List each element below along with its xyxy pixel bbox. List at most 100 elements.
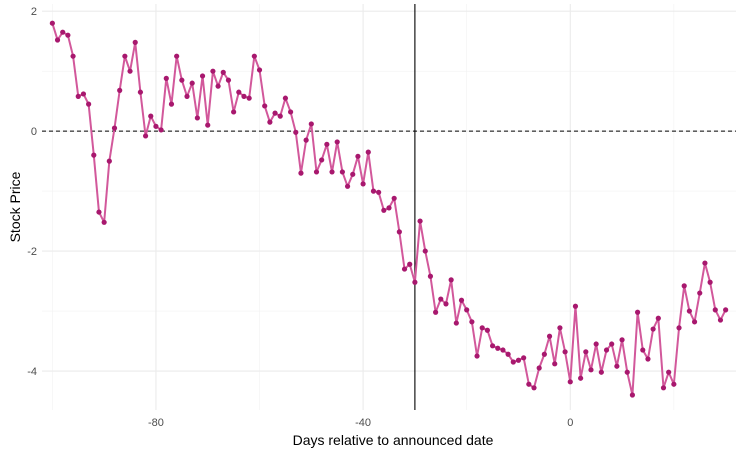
data-point	[231, 109, 237, 115]
data-point	[588, 367, 594, 373]
data-point	[272, 110, 278, 116]
data-point	[401, 266, 408, 272]
data-point	[158, 127, 164, 133]
data-point	[427, 273, 434, 279]
x-tick-label: -80	[148, 417, 164, 429]
data-point	[293, 129, 299, 135]
data-point	[199, 73, 206, 79]
data-point	[179, 77, 185, 83]
data-point	[396, 229, 402, 235]
data-point	[256, 67, 263, 73]
data-point	[526, 381, 532, 387]
data-point	[572, 303, 579, 309]
data-point	[205, 122, 211, 128]
data-point	[101, 219, 107, 225]
data-point	[142, 133, 149, 139]
data-point	[469, 319, 475, 325]
data-point	[54, 37, 61, 43]
data-point	[117, 87, 123, 93]
data-point	[215, 83, 221, 89]
data-point	[329, 169, 335, 175]
data-point	[334, 139, 340, 145]
data-point	[546, 333, 553, 339]
data-point	[531, 385, 537, 391]
data-point	[614, 363, 620, 369]
data-point	[91, 152, 97, 158]
data-point	[194, 115, 200, 121]
data-point	[127, 68, 133, 74]
data-point	[277, 113, 283, 119]
data-series	[49, 20, 729, 398]
data-point	[567, 379, 573, 385]
data-point	[386, 205, 392, 211]
data-point	[137, 89, 144, 95]
data-point	[251, 53, 257, 59]
data-point	[453, 320, 459, 326]
data-point	[65, 32, 71, 38]
data-point	[236, 89, 242, 95]
data-point	[438, 296, 444, 302]
data-point	[412, 279, 418, 285]
data-point	[697, 290, 703, 296]
y-axis-title: Stock Price	[7, 171, 23, 242]
data-point	[686, 308, 692, 314]
data-point	[184, 93, 190, 99]
data-point	[381, 207, 387, 213]
data-point	[122, 53, 128, 59]
data-point	[448, 277, 454, 283]
data-point	[407, 261, 413, 267]
data-point	[80, 91, 87, 97]
y-tick-label: -4	[27, 366, 37, 378]
data-point	[60, 29, 66, 35]
data-point	[132, 39, 138, 45]
data-point	[479, 325, 485, 331]
data-point	[634, 309, 641, 315]
y-tick-label: 2	[31, 6, 37, 18]
data-point	[458, 297, 465, 303]
data-point	[521, 355, 527, 361]
data-point	[303, 137, 309, 143]
data-point	[702, 260, 708, 266]
data-point	[49, 20, 55, 26]
data-point	[723, 307, 729, 313]
data-point	[640, 347, 646, 353]
data-point	[660, 385, 667, 391]
data-point	[324, 141, 330, 147]
data-point	[189, 80, 195, 86]
data-point	[500, 347, 506, 353]
data-point	[308, 121, 314, 127]
data-point	[536, 365, 542, 371]
data-point	[282, 95, 289, 101]
x-axis-title: Days relative to announced date	[293, 432, 494, 448]
data-point	[541, 351, 547, 357]
data-point	[598, 369, 604, 375]
x-axis-tick-labels: -80 -40 0	[148, 417, 573, 429]
y-axis-tick-labels: -4 -2 0 2	[27, 6, 37, 378]
data-point	[629, 392, 636, 398]
data-point	[360, 181, 366, 187]
data-point	[578, 375, 584, 381]
data-point	[370, 188, 377, 194]
data-point	[624, 369, 630, 375]
data-point	[225, 77, 232, 83]
data-point	[619, 337, 625, 343]
data-point	[666, 369, 672, 375]
data-point	[474, 353, 480, 359]
data-point	[650, 326, 656, 332]
data-point	[168, 101, 175, 107]
data-point	[671, 381, 677, 387]
data-point	[344, 183, 351, 189]
data-point	[681, 283, 687, 289]
data-point	[262, 103, 268, 109]
data-point	[365, 149, 371, 155]
data-point	[489, 343, 496, 349]
data-point	[298, 170, 304, 176]
data-point	[505, 351, 511, 357]
data-point	[443, 301, 449, 307]
data-point	[603, 347, 610, 353]
data-point	[163, 75, 169, 81]
data-point	[557, 325, 563, 331]
data-point	[417, 218, 423, 224]
